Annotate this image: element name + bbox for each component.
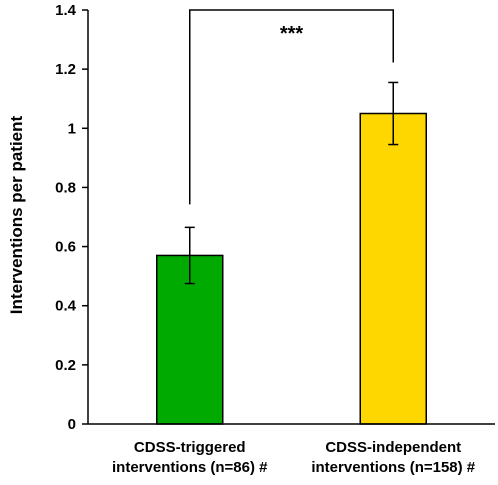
y-tick-label: 0.4 (55, 298, 77, 315)
y-tick-label: 0 (68, 416, 76, 433)
category-label: interventions (n=86) # (112, 459, 268, 476)
category-labels: CDSS-triggered interventions (n=86) # CDSS… (112, 439, 476, 476)
significance-label: *** (280, 23, 304, 45)
y-tick-label: 1.4 (55, 2, 77, 19)
y-tick-label: 0.8 (55, 179, 76, 196)
category-label: interventions (n=158) # (311, 459, 475, 476)
y-tick-label: 1.2 (55, 61, 76, 78)
y-tick-label: 0.2 (55, 357, 76, 374)
y-tick-label: 0.6 (55, 239, 76, 256)
significance-bracket: *** (189, 9, 394, 205)
y-tick-label: 1 (68, 120, 76, 137)
bar-cdss-independent (359, 112, 427, 425)
category-label: CDSS-triggered (134, 439, 246, 456)
y-axis-label: Interventions per patient (7, 115, 26, 314)
category-label: CDSS-independent (325, 439, 461, 456)
y-axis-ticks: 0 0.2 0.4 0.6 0.8 1 1.2 1.4 (55, 2, 88, 433)
bars (156, 112, 427, 425)
error-bars (184, 81, 399, 285)
significance-line (189, 9, 394, 205)
